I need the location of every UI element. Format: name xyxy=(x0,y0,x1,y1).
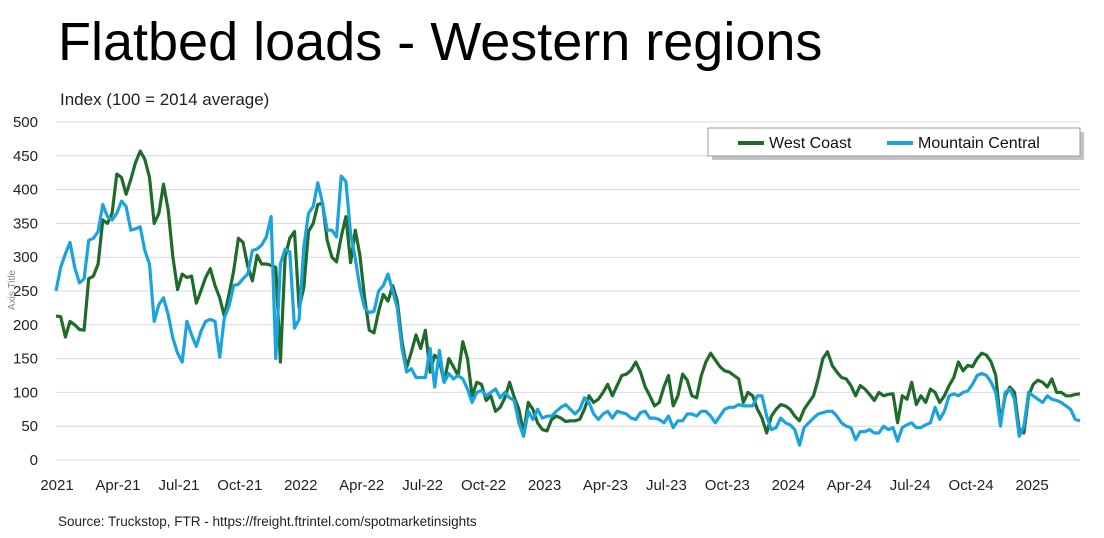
series-line-west-coast xyxy=(55,149,1081,435)
y-tick-label: 250 xyxy=(13,283,38,300)
legend-label-mountain-central: Mountain Central xyxy=(918,135,1040,152)
gridlines xyxy=(56,121,1080,461)
series-lines xyxy=(54,149,1081,447)
y-tick-label: 100 xyxy=(13,384,38,401)
source-note: Source: Truckstop, FTR - https://freight… xyxy=(58,514,477,529)
y-tick-label: 350 xyxy=(13,215,38,232)
y-tick-label: 450 xyxy=(13,148,38,165)
x-tick-label: Oct-22 xyxy=(461,477,506,494)
y-axis-title: Axis Title xyxy=(7,270,18,310)
x-tick-label: Oct-24 xyxy=(949,477,994,494)
legend-label-west-coast: West Coast xyxy=(769,135,852,152)
y-tick-label: 500 xyxy=(13,114,38,131)
x-tick-label: Apr-21 xyxy=(95,477,140,494)
y-tick-label: 0 xyxy=(30,452,38,469)
x-tick-label: Apr-22 xyxy=(339,477,384,494)
chart-subtitle: Index (100 = 2014 average) xyxy=(60,90,270,109)
x-axis-tick-labels: 2021 Apr-21 Jul-21 Oct-21 2022 Apr-22 Jul-22 Oc… xyxy=(40,477,1048,494)
x-tick-label: Oct-21 xyxy=(217,477,262,494)
x-tick-label: Jul-22 xyxy=(402,477,443,494)
x-tick-label: Apr-23 xyxy=(583,477,628,494)
x-tick-label: Jul-21 xyxy=(158,477,199,494)
x-tick-label: 2022 xyxy=(284,477,317,494)
x-tick-label: Jul-23 xyxy=(646,477,687,494)
x-tick-label: 2023 xyxy=(528,477,561,494)
series-line-mountain-central xyxy=(54,174,1081,447)
x-tick-label: Oct-23 xyxy=(705,477,750,494)
x-tick-label: Apr-24 xyxy=(827,477,872,494)
x-tick-label: 2025 xyxy=(1015,477,1048,494)
x-tick-label: 2024 xyxy=(772,477,805,494)
chart-title: Flatbed loads - Western regions xyxy=(58,12,823,72)
y-tick-label: 50 xyxy=(21,418,38,435)
y-axis-tick-labels: 0 50 100 150 200 250 300 350 400 450 500 xyxy=(13,114,38,469)
legend: West Coast Mountain Central xyxy=(707,127,1084,160)
y-tick-label: 400 xyxy=(13,182,38,199)
y-tick-label: 200 xyxy=(13,317,38,334)
x-tick-label: 2021 xyxy=(40,477,73,494)
y-tick-label: 300 xyxy=(13,249,38,266)
x-tick-label: Jul-24 xyxy=(890,477,931,494)
y-tick-label: 150 xyxy=(13,351,38,368)
